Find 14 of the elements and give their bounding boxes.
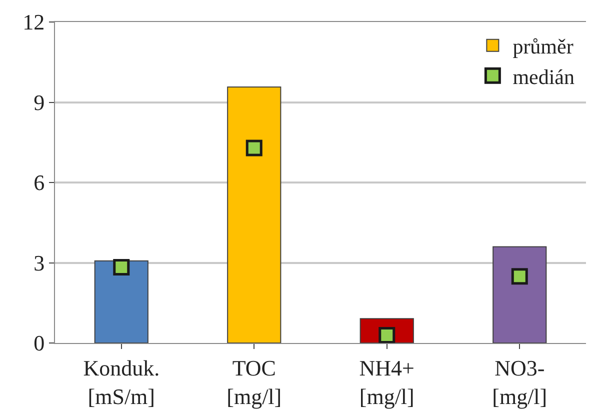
x-tick-label: TOC [mg/l] (226, 355, 282, 409)
y-tick-label: 9 (34, 90, 45, 115)
y-tick-label: 0 (34, 330, 45, 356)
point (246, 140, 262, 156)
legend-label: průměr (512, 34, 574, 59)
point (511, 268, 528, 285)
y-tick-label: 6 (34, 170, 45, 196)
x-tick-label: NH4+ [mg/l] (359, 355, 414, 409)
x-tick-label: NO3- [mg/l] (492, 355, 548, 409)
y-tick-label: 12 (22, 10, 45, 35)
x-tick-label: Konduk. [mS/m] (83, 355, 160, 409)
point (113, 259, 130, 276)
y-tick-label: 3 (34, 250, 45, 276)
legend-label: medián (512, 64, 575, 89)
